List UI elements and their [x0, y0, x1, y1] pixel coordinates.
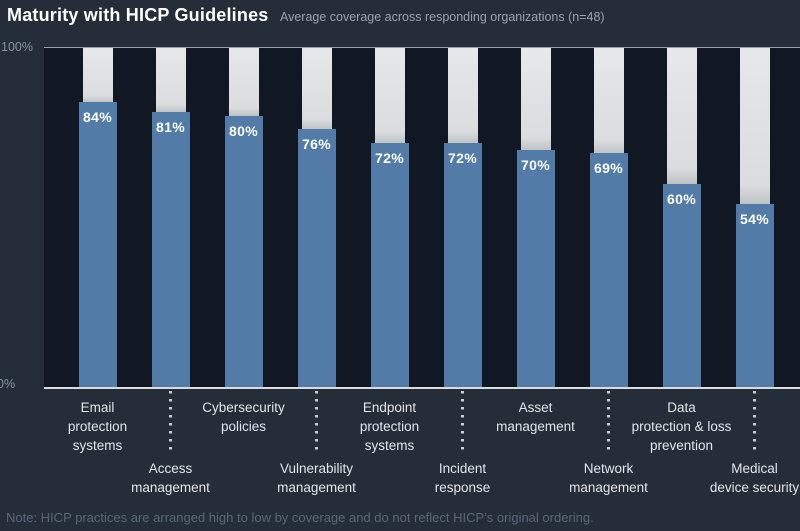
x-category-label-line: device security: [709, 480, 800, 495]
x-category-label: Network management: [536, 459, 682, 497]
bar: 70%: [516, 149, 555, 387]
x-category-label-line: Email: [80, 400, 115, 415]
x-category-label-line: Endpoint: [362, 400, 417, 415]
bar-column: 54%: [718, 48, 791, 387]
x-category-label-line: Asset: [518, 400, 553, 415]
x-category-label-line: management: [131, 480, 210, 495]
x-category-label-line: Vulnerability: [279, 461, 354, 476]
x-category-label-line: policies: [220, 419, 267, 434]
x-category-label-line: systems: [364, 438, 415, 453]
x-category-label-line: Cybersecurity: [202, 400, 285, 415]
x-category-label-line: systems: [72, 438, 123, 453]
x-category-label-line: Medical: [731, 461, 778, 476]
bar-value-label: 72%: [448, 149, 477, 166]
x-category-label: Cybersecurity policies: [171, 398, 317, 436]
y-axis-tick-100: 100%: [1, 40, 33, 54]
x-category-label: Email protection systems: [25, 398, 171, 455]
bar: 54%: [735, 203, 774, 387]
bar-remainder: [155, 48, 186, 113]
bar-value-label: 76%: [302, 136, 331, 153]
bar-remainder: [666, 48, 697, 184]
bar-column: 76%: [280, 48, 353, 387]
x-category-label: Asset management: [463, 398, 609, 436]
bar-remainder: [228, 48, 259, 116]
bar-remainder: [520, 48, 551, 150]
bar-value-label: 84%: [83, 109, 112, 126]
x-category-label: Data protection & loss prevention: [609, 398, 755, 455]
bar: 80%: [224, 115, 263, 387]
x-axis: Email protection systems Access management Cy…: [0, 389, 800, 505]
bar-remainder: [82, 48, 113, 103]
bar: 72%: [443, 142, 482, 387]
chart-title: Maturity with HICP Guidelines: [7, 5, 269, 25]
bar-value-label: 54%: [740, 210, 769, 227]
chart-subtitle: Average coverage across responding organ…: [279, 10, 605, 24]
bar-remainder: [593, 48, 624, 154]
x-category-label-line: protection & loss: [631, 419, 732, 434]
bar-remainder: [447, 48, 478, 143]
bar-column: 72%: [353, 48, 426, 387]
bar-remainder: [374, 48, 405, 143]
bar-value-label: 60%: [667, 190, 696, 207]
bar-column: 81%: [134, 48, 207, 387]
x-category-label-line: protection: [359, 419, 420, 434]
x-category-label-line: Data: [667, 400, 696, 415]
bar-remainder: [739, 48, 770, 204]
bar: 84%: [78, 102, 117, 387]
y-axis-tick-0: 0%: [0, 377, 16, 391]
bar-value-label: 69%: [594, 160, 623, 177]
bar-column: 84%: [61, 48, 134, 387]
bar-value-label: 72%: [375, 149, 404, 166]
x-category-label-line: management: [496, 419, 575, 434]
leader-dots: [607, 391, 610, 451]
plot-area: 84% 81% 80% 76% 72% 72% 70% 69% 60% 54%: [44, 47, 800, 389]
bar: 69%: [589, 153, 628, 387]
bar: 81%: [151, 112, 190, 387]
leader-dots: [461, 391, 464, 451]
bar-remainder: [301, 48, 332, 130]
x-category-label: Vulnerability management: [244, 459, 390, 497]
bar: 60%: [662, 183, 701, 387]
bar-column: 72%: [426, 48, 499, 387]
leader-dots: [169, 391, 172, 451]
chart-header: Maturity with HICP Guidelines Average co…: [7, 5, 605, 26]
x-category-label: Medical device security: [682, 459, 800, 497]
leader-dots: [315, 391, 318, 451]
x-category-label-line: Access: [148, 461, 193, 476]
x-category-label: Access management: [98, 459, 244, 497]
x-category-label-line: Incident: [438, 461, 487, 476]
bar: 76%: [297, 129, 336, 387]
footnote: Note: HICP practices are arranged high t…: [6, 510, 594, 525]
bar-column: 60%: [645, 48, 718, 387]
bar: 72%: [370, 142, 409, 387]
x-category-label: Incident response: [390, 459, 536, 497]
x-category-label-line: protection: [67, 419, 128, 434]
x-category-label-line: response: [434, 480, 491, 495]
bar-value-label: 80%: [229, 122, 258, 139]
bar-value-label: 81%: [156, 119, 185, 136]
x-category-label-line: prevention: [649, 438, 714, 453]
bar-value-label: 70%: [521, 156, 550, 173]
bar-column: 69%: [572, 48, 645, 387]
x-category-label-line: management: [277, 480, 356, 495]
leader-dots: [753, 391, 756, 451]
x-category-label-line: Network: [583, 461, 634, 476]
x-category-label-line: management: [569, 480, 648, 495]
bar-column: 80%: [207, 48, 280, 387]
x-category-label: Endpoint protection systems: [317, 398, 463, 455]
bar-column: 70%: [499, 48, 572, 387]
